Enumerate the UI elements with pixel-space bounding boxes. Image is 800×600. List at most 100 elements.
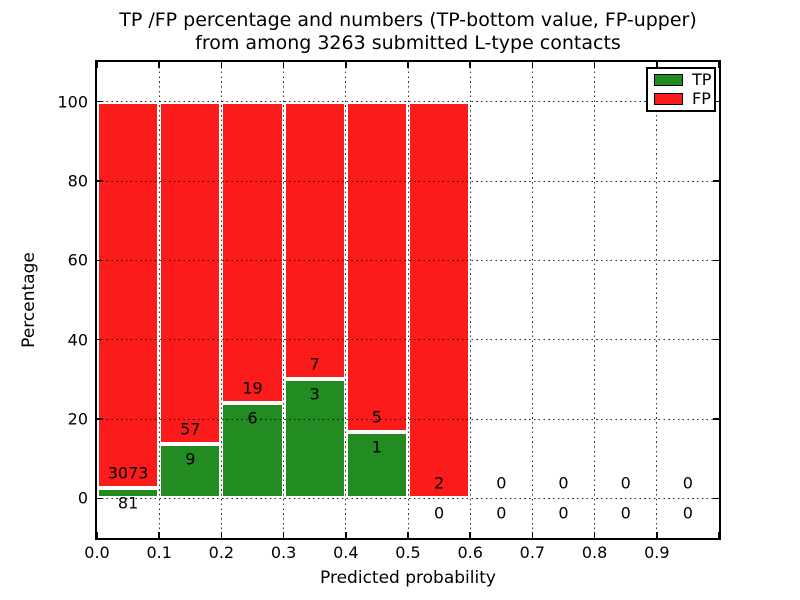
x-tick-label: 0.9 <box>644 543 670 562</box>
y-tick-mark <box>97 100 103 103</box>
x-tick-label: 0.0 <box>84 543 110 562</box>
x-grid-line <box>283 62 285 538</box>
grid-layer <box>97 62 719 538</box>
bar-segment-fp <box>345 101 408 433</box>
annotations-layer: 3073 81 57 9 19 6 7 3 5 1 2 0 0 0 0 0 0 0 0 0 <box>97 62 719 538</box>
y-tick-mark-right <box>713 259 719 262</box>
bar-segment-fp <box>283 101 346 380</box>
x-tick-label: 0.1 <box>146 543 172 562</box>
fp-count-label: 0 <box>620 473 631 493</box>
x-grid-line <box>220 62 222 538</box>
bar-segment-fp <box>97 101 160 489</box>
x-axis-label: Predicted probability <box>320 568 496 588</box>
legend: TP FP <box>646 67 716 112</box>
stacked-bar <box>408 101 471 503</box>
x-tick-label: 0.6 <box>457 543 483 562</box>
bar-segment-tp <box>97 488 160 499</box>
fp-count-label: 3073 <box>107 463 149 483</box>
x-tick-label: 0.8 <box>581 543 608 562</box>
x-tick-mark <box>656 532 658 538</box>
fp-count-label: 0 <box>496 473 507 493</box>
chart-title-line2: from among 3263 submitted L-type contact… <box>195 32 621 54</box>
legend-label-fp: FP <box>692 88 711 108</box>
x-tick-mark-top <box>593 62 596 68</box>
y-grid-line <box>97 339 719 341</box>
x-grid-line <box>656 62 658 538</box>
y-tick-label: 80 <box>67 171 88 191</box>
tp-count-label: 3 <box>309 384 320 404</box>
stacked-bar <box>283 101 346 499</box>
y-grid-line <box>97 259 719 261</box>
bar-segment-tp <box>345 432 408 499</box>
x-tick-mark <box>158 532 160 538</box>
y-tick-mark <box>97 418 103 420</box>
x-tick-mark-top <box>282 62 285 68</box>
y-tick-mark-right <box>713 338 719 341</box>
tp-count-label: 9 <box>185 449 196 469</box>
tp-swatch-icon <box>654 74 683 87</box>
x-tick-mark <box>469 532 471 538</box>
chart-title: TP /FP percentage and numbers (TP-bottom… <box>8 9 800 55</box>
legend-item-fp: FP <box>648 88 714 108</box>
x-tick-mark-top <box>345 62 347 68</box>
bars-layer <box>97 62 719 538</box>
fp-swatch-icon <box>654 92 683 105</box>
x-grid-line <box>594 62 596 538</box>
x-tick-label: 0.3 <box>270 543 297 562</box>
fp-count-label: 57 <box>180 419 201 439</box>
x-tick-mark <box>718 532 720 538</box>
bar-segment-fp <box>221 101 284 404</box>
x-grid-line <box>531 62 533 538</box>
x-tick-label: 0.7 <box>519 543 546 562</box>
tick-marks-layer <box>96 62 720 538</box>
x-tick-mark <box>282 532 285 538</box>
tp-count-label: 0 <box>682 503 693 523</box>
x-tick-mark <box>220 532 223 538</box>
y-tick-label: 40 <box>67 330 88 350</box>
plot-area: 3073 81 57 9 19 6 7 3 5 1 2 0 0 0 0 0 0 0 0 0 <box>95 60 721 540</box>
y-tick-mark <box>97 180 103 182</box>
y-tick-mark-right <box>713 180 719 182</box>
x-tick-label: 0.4 <box>333 543 359 562</box>
y-tick-mark-right <box>713 418 719 420</box>
stacked-bar <box>159 101 222 499</box>
stacked-bar <box>97 101 160 499</box>
bar-segment-tp <box>159 444 222 499</box>
x-tick-mark-top <box>718 62 720 68</box>
fp-count-label: 19 <box>242 378 263 398</box>
x-tick-mark <box>345 532 347 538</box>
x-tick-mark-top <box>407 62 409 68</box>
x-tick-mark <box>531 532 534 538</box>
x-grid-line <box>158 62 160 538</box>
x-tick-mark-top <box>220 62 223 68</box>
tp-count-label: 0 <box>558 503 569 523</box>
x-tick-mark-top <box>158 62 160 68</box>
fp-count-label: 2 <box>434 473 445 493</box>
x-tick-mark-top <box>469 62 471 68</box>
tp-count-label: 1 <box>371 437 382 457</box>
x-tick-label: 0.2 <box>208 543 235 562</box>
stacked-bar <box>345 101 408 499</box>
fp-count-label: 0 <box>558 473 569 493</box>
y-tick-mark <box>97 497 103 500</box>
y-grid-line <box>97 101 719 103</box>
bar-segment-tp <box>283 379 346 499</box>
x-grid-line <box>345 62 347 538</box>
x-tick-mark-top <box>656 62 658 68</box>
y-tick-label: 0 <box>77 488 88 508</box>
y-grid-line <box>97 497 719 499</box>
x-tick-mark <box>593 532 596 538</box>
y-tick-mark <box>97 259 103 262</box>
fp-count-label: 5 <box>371 407 382 427</box>
tp-count-label: 0 <box>434 503 445 523</box>
x-tick-label: 0.5 <box>395 543 421 562</box>
tp-count-label: 0 <box>620 503 631 523</box>
chart-title-line1: TP /FP percentage and numbers (TP-bottom… <box>119 9 697 31</box>
y-tick-mark-right <box>713 497 719 500</box>
legend-label-tp: TP <box>692 70 712 90</box>
fp-count-label: 7 <box>309 354 320 374</box>
x-tick-mark-top <box>96 62 98 68</box>
bar-segment-fp <box>408 101 471 499</box>
y-tick-label: 60 <box>67 250 88 270</box>
